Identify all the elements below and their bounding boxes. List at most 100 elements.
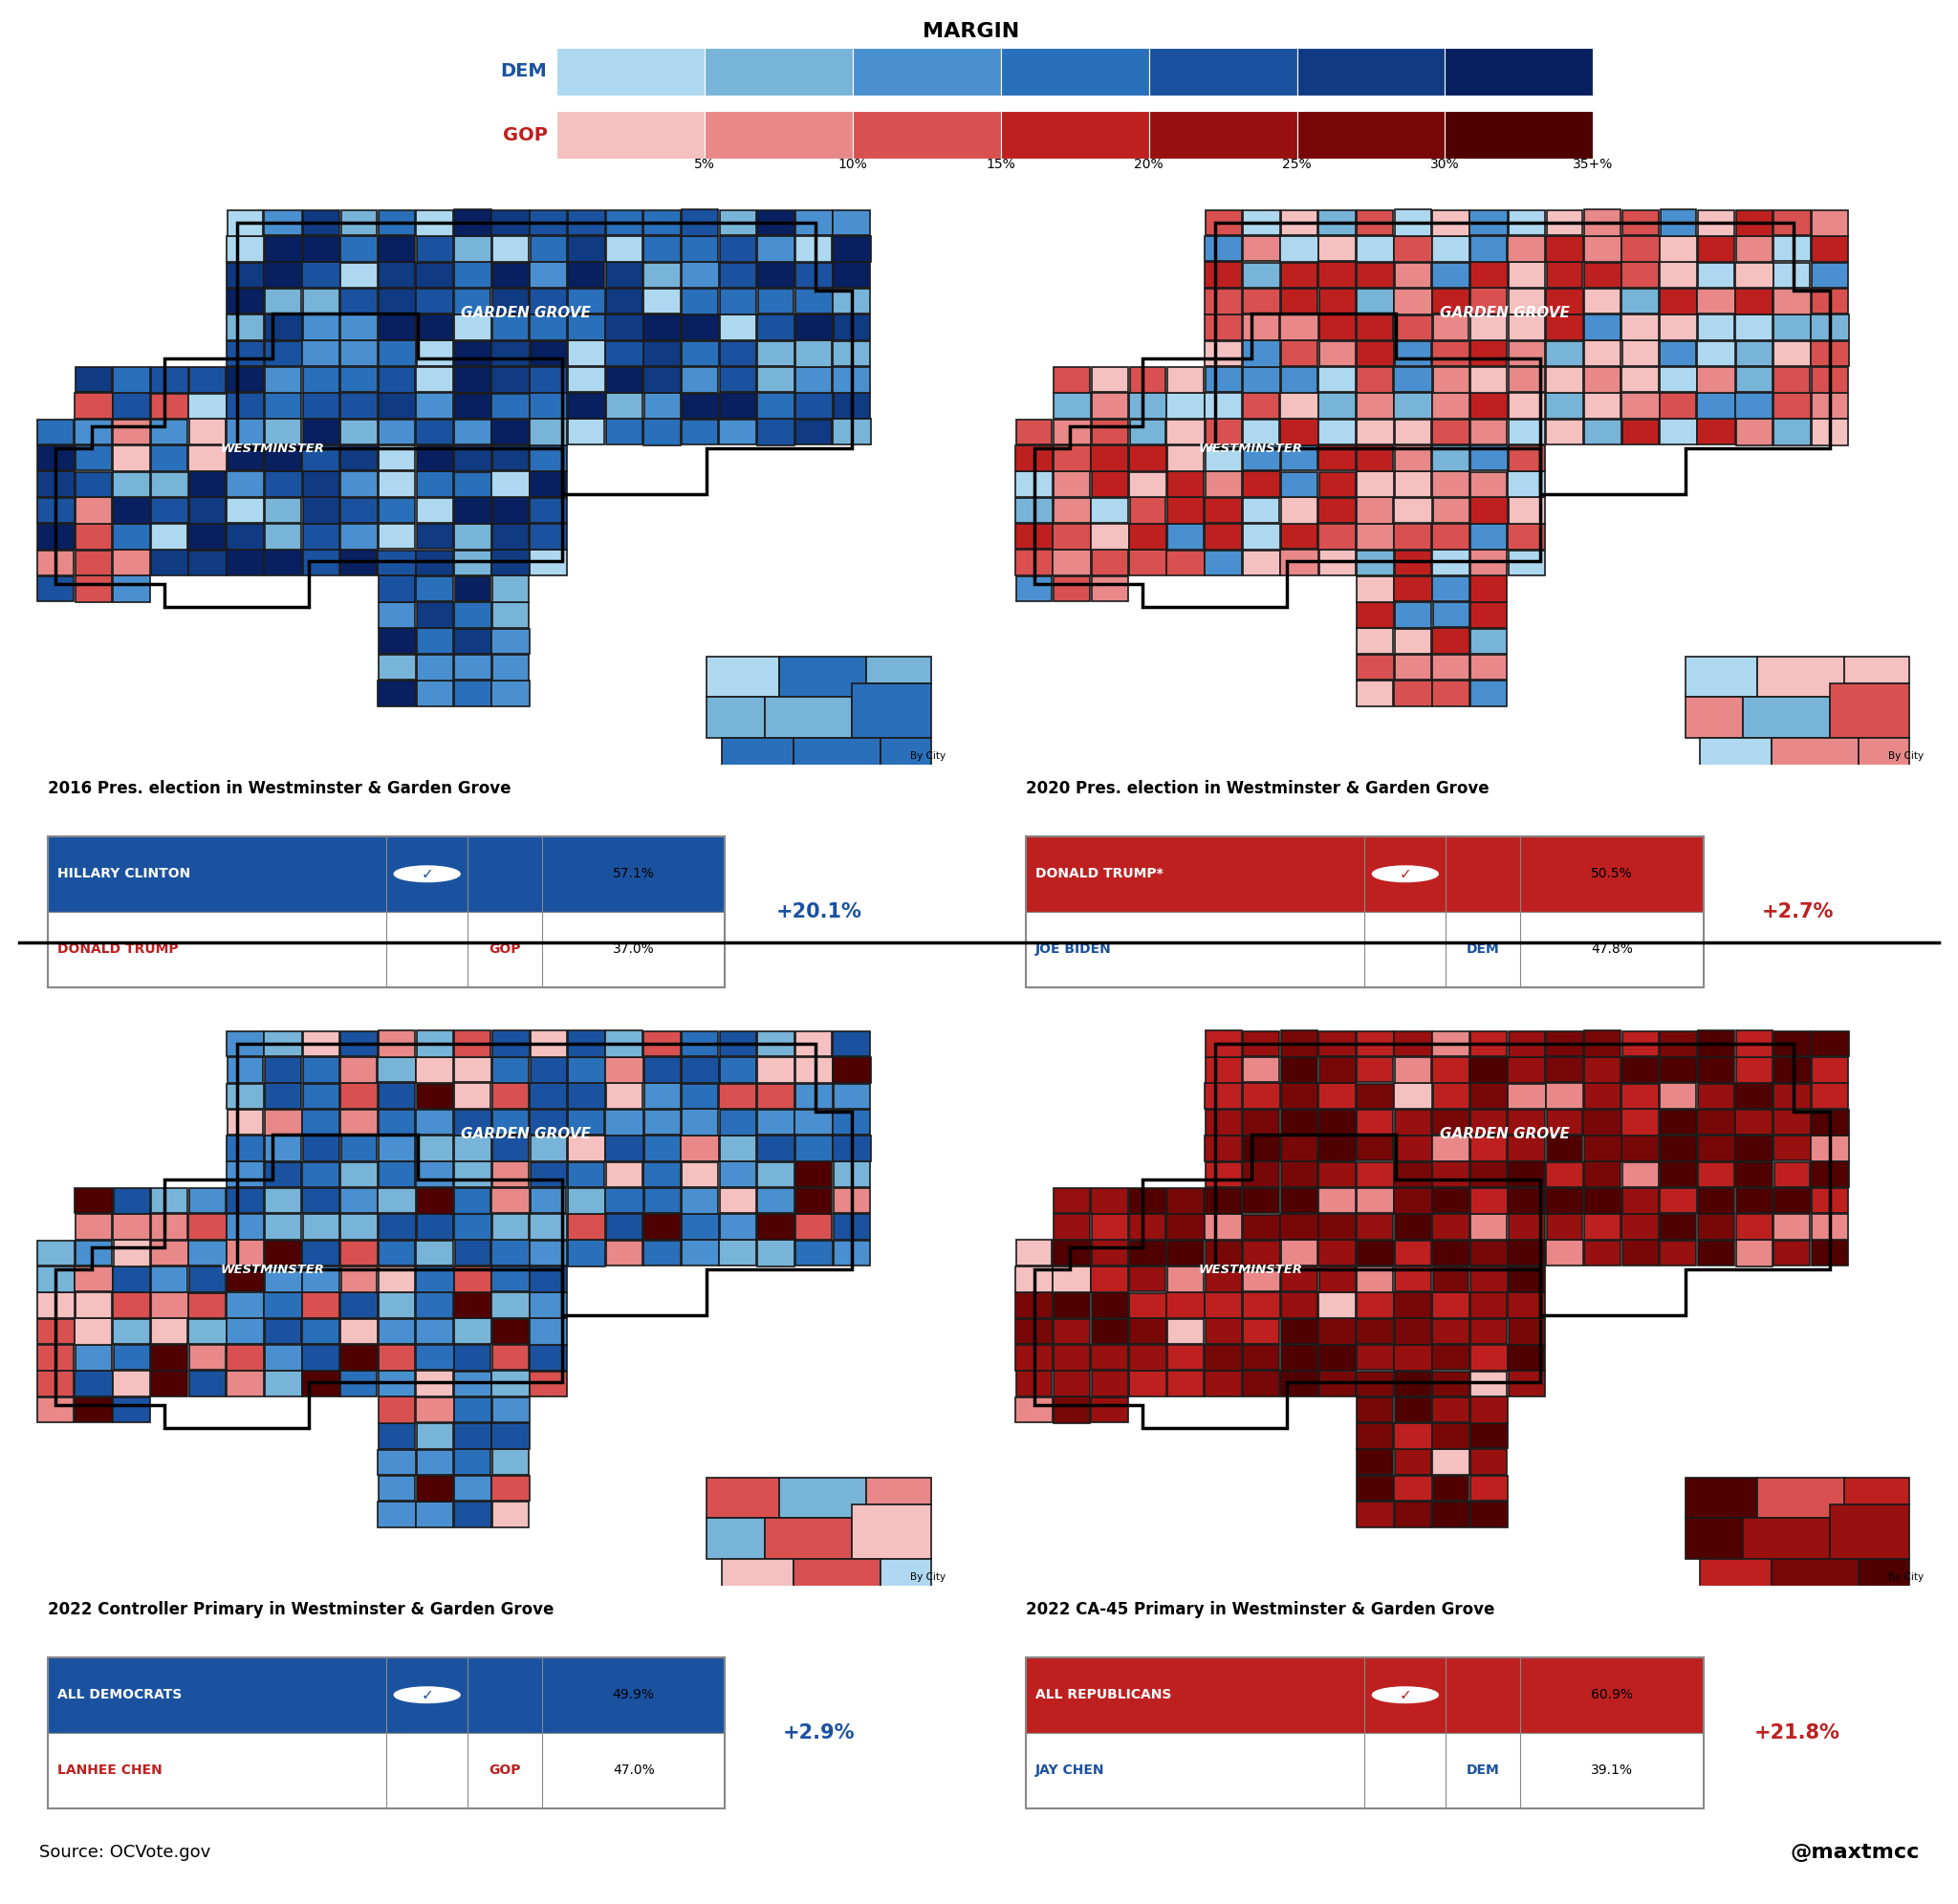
Bar	[264, 209, 302, 236]
Bar	[417, 1476, 452, 1500]
Bar	[188, 1240, 227, 1266]
Bar	[1357, 236, 1394, 261]
Bar	[1698, 1030, 1735, 1057]
Bar	[832, 1057, 871, 1083]
Bar	[834, 1240, 869, 1266]
Bar	[1130, 446, 1167, 470]
Bar	[417, 1188, 452, 1213]
Bar	[1206, 1161, 1241, 1188]
Bar	[1394, 446, 1431, 470]
Bar	[341, 1240, 378, 1266]
Bar	[644, 1110, 679, 1135]
Bar	[114, 394, 151, 419]
Text: DEM: DEM	[488, 1689, 521, 1702]
Bar	[417, 1135, 454, 1161]
Bar	[1243, 550, 1281, 575]
Bar	[1470, 288, 1508, 314]
Bar	[1167, 367, 1204, 392]
Bar	[378, 550, 415, 575]
Bar	[681, 314, 719, 339]
Bar	[1243, 1083, 1281, 1108]
Bar	[491, 682, 529, 706]
Text: DEM: DEM	[488, 866, 521, 880]
Bar	[1206, 1318, 1241, 1344]
Bar	[1735, 1110, 1772, 1135]
Bar	[1470, 1161, 1508, 1188]
Bar	[454, 602, 491, 628]
Bar	[1167, 1215, 1204, 1240]
Bar	[1431, 472, 1470, 497]
Bar	[378, 289, 415, 314]
Bar	[1093, 1240, 1128, 1266]
Bar	[74, 1293, 112, 1318]
Bar	[644, 1188, 679, 1213]
Bar	[681, 236, 719, 261]
Bar	[1394, 288, 1431, 314]
Text: GOP: GOP	[490, 1763, 521, 1776]
Bar	[1743, 697, 1831, 737]
Bar	[605, 394, 642, 419]
Bar	[190, 497, 225, 524]
Bar	[881, 737, 932, 773]
Bar	[1296, 110, 1445, 158]
Bar	[417, 1422, 452, 1449]
Text: +2.9%: +2.9%	[783, 1723, 856, 1742]
Bar	[681, 1215, 719, 1240]
Bar	[529, 1240, 568, 1266]
Bar	[1621, 341, 1658, 366]
Text: By City: By City	[1888, 752, 1925, 762]
Bar	[1737, 1188, 1772, 1213]
Bar	[341, 1188, 378, 1213]
Bar	[1508, 419, 1545, 444]
Bar	[1470, 1424, 1508, 1449]
Bar	[114, 497, 151, 524]
Text: DONALD TRUMP*: DONALD TRUMP*	[1036, 866, 1163, 880]
Text: ALL REPUBLICANS: ALL REPUBLICANS	[1036, 1689, 1171, 1702]
Bar	[454, 367, 491, 392]
Bar	[454, 682, 491, 706]
Bar	[417, 655, 452, 680]
Bar	[1698, 1240, 1735, 1266]
Bar	[1470, 655, 1508, 680]
Bar	[190, 1266, 225, 1291]
Bar	[758, 1057, 795, 1083]
Bar	[1811, 289, 1848, 314]
Bar	[1433, 497, 1468, 524]
Bar	[341, 288, 378, 314]
Bar	[1016, 577, 1051, 602]
Bar	[415, 1344, 454, 1371]
Bar	[1431, 289, 1470, 314]
Bar	[758, 1215, 795, 1240]
Bar	[302, 1371, 341, 1396]
Bar	[719, 1137, 756, 1161]
Bar	[531, 367, 568, 392]
Bar	[1320, 1188, 1355, 1213]
Bar	[74, 1188, 112, 1213]
Bar	[227, 419, 264, 446]
Bar	[1758, 657, 1844, 697]
Bar	[1774, 1137, 1811, 1161]
Bar	[227, 236, 264, 261]
Bar	[568, 1110, 605, 1135]
Bar	[188, 394, 227, 419]
Bar	[378, 1398, 415, 1422]
Bar	[1433, 314, 1468, 341]
Bar	[1394, 577, 1431, 602]
Text: 2022 CA-45 Primary in Westminster & Garden Grove: 2022 CA-45 Primary in Westminster & Gard…	[1026, 1601, 1494, 1618]
Bar	[644, 1240, 681, 1266]
Bar	[1130, 1188, 1167, 1213]
Bar	[227, 1137, 264, 1161]
Bar	[1584, 209, 1621, 236]
Bar	[227, 524, 264, 550]
Bar	[531, 446, 568, 470]
Bar	[721, 314, 756, 341]
Bar	[568, 1188, 605, 1213]
Bar	[378, 524, 415, 548]
Bar	[1318, 1293, 1355, 1318]
Bar	[1394, 314, 1431, 339]
Bar	[151, 1188, 188, 1213]
Bar	[1318, 1215, 1357, 1240]
Bar	[264, 1083, 302, 1108]
Bar	[1281, 314, 1318, 341]
Bar	[114, 446, 151, 470]
